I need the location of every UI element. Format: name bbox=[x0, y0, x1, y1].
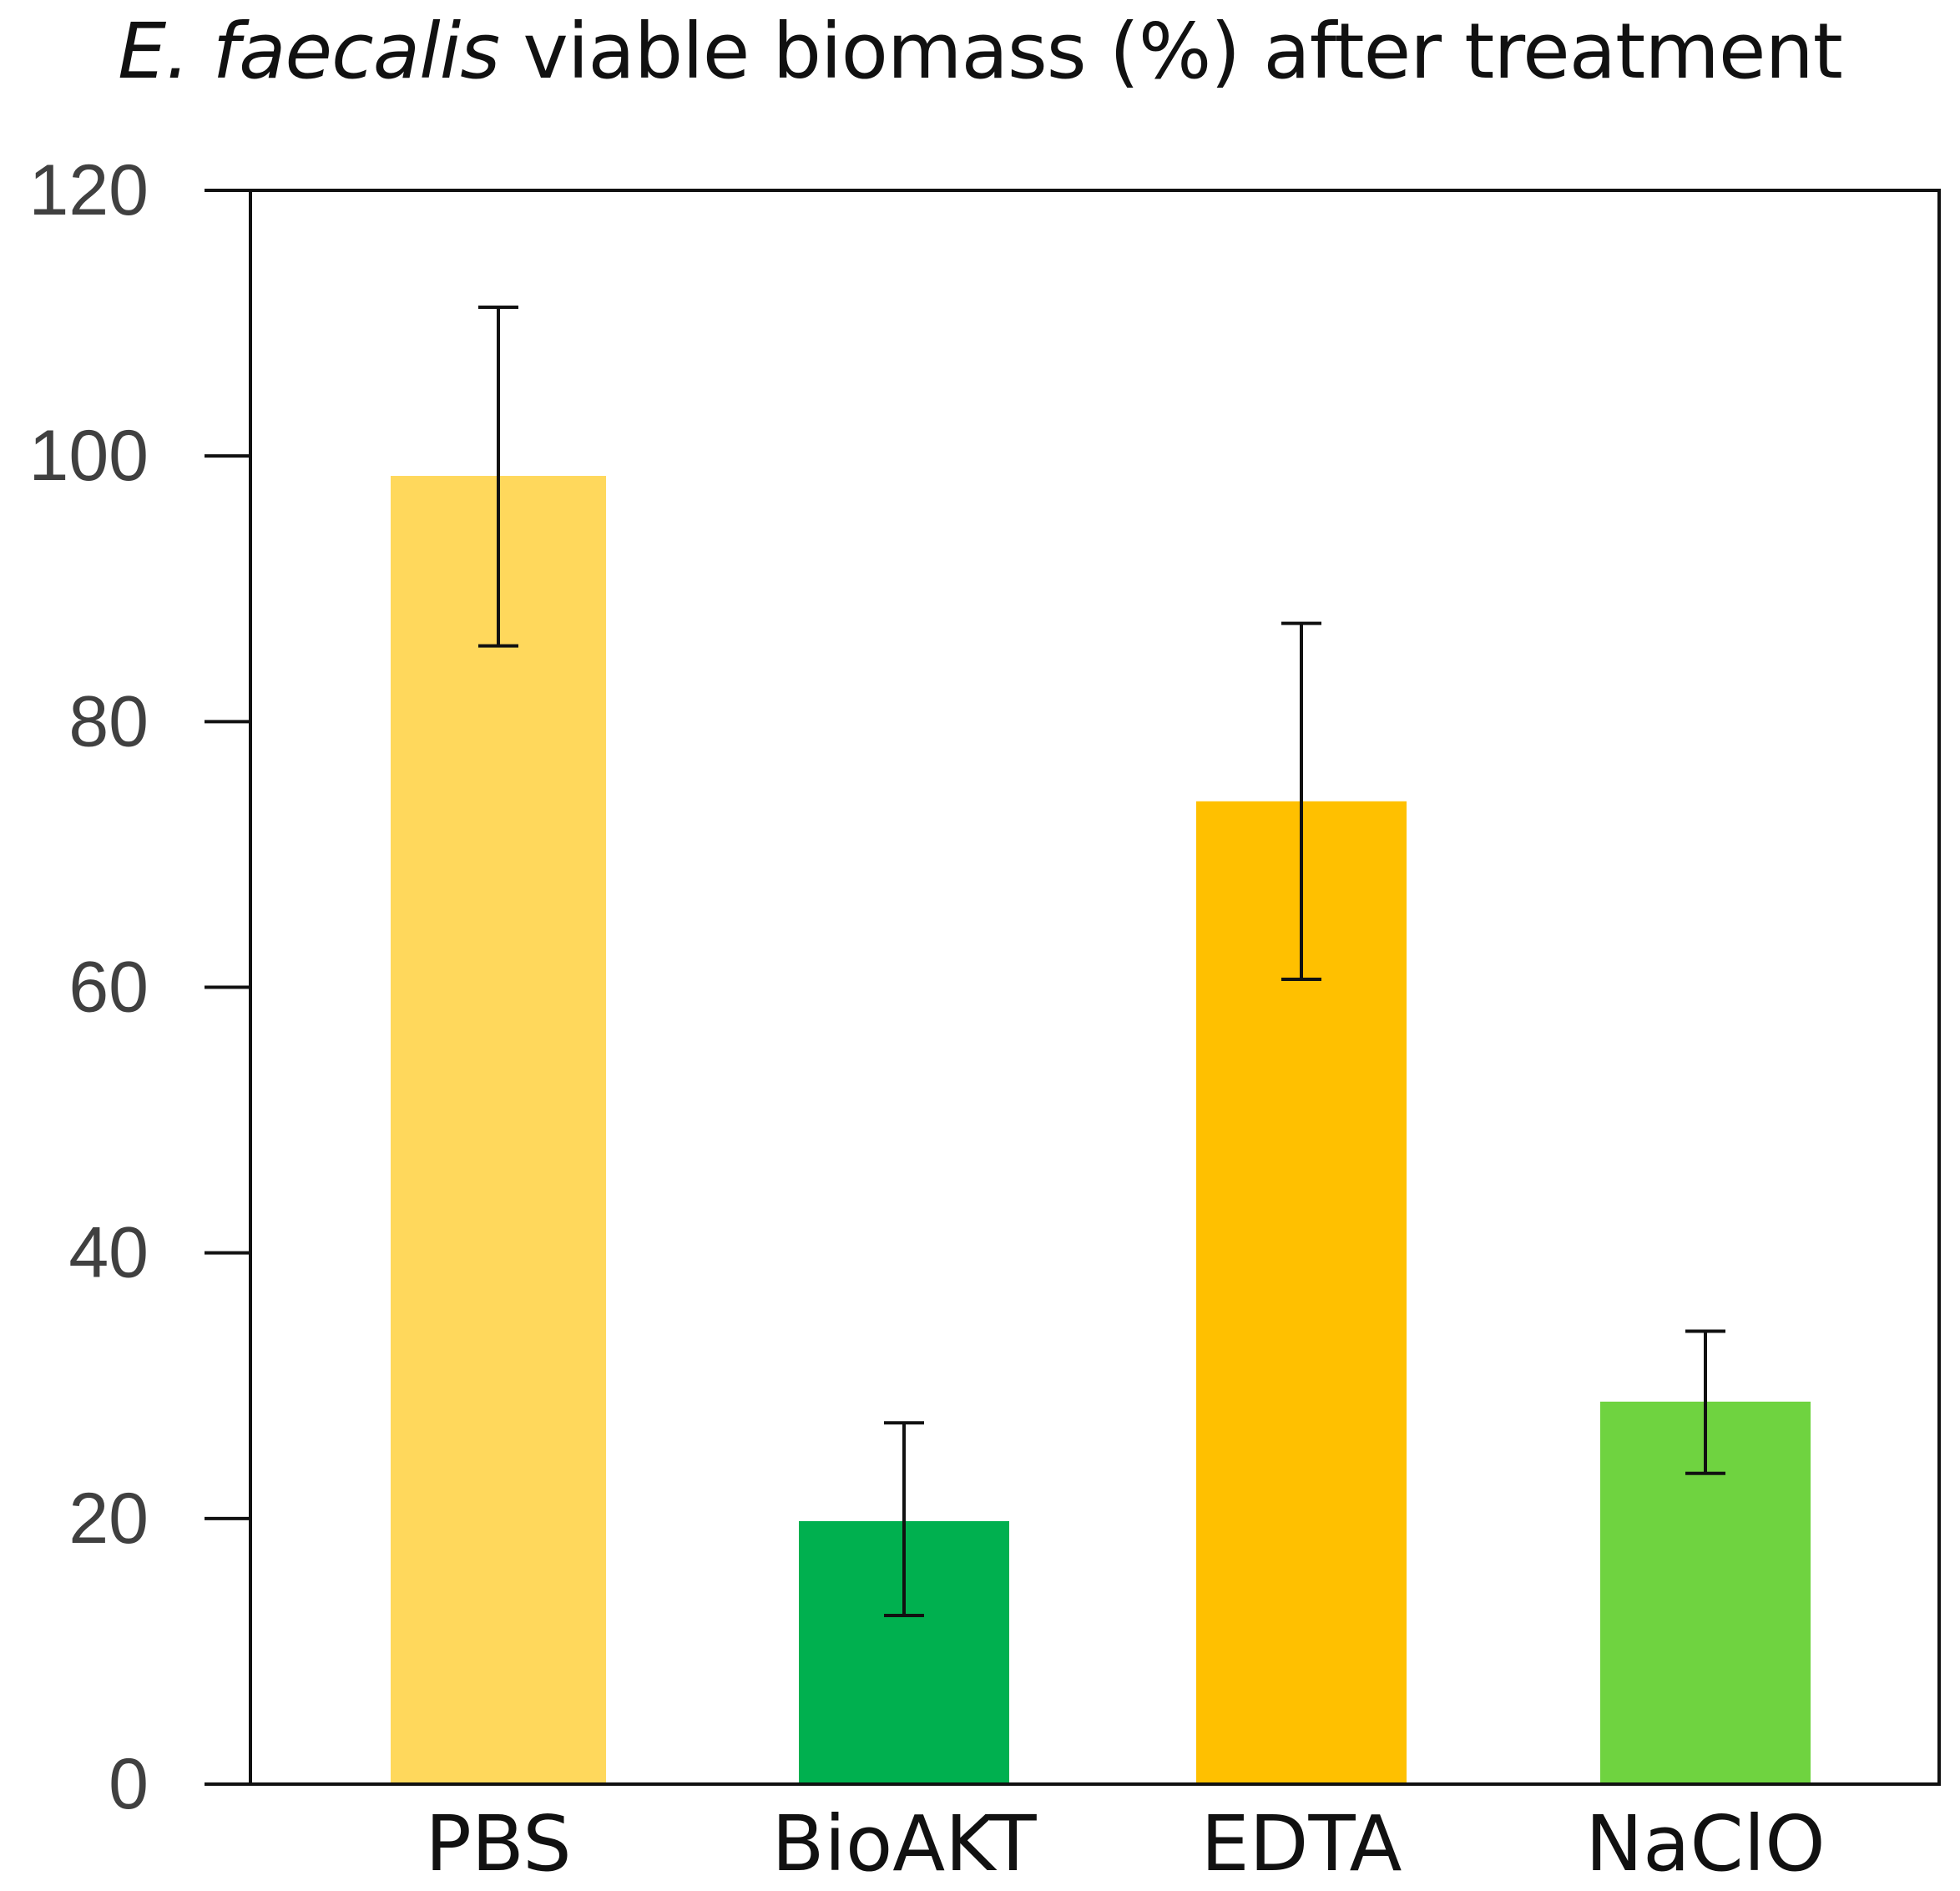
chart-title-text: viable biomass (%) after treatment bbox=[499, 7, 1842, 96]
bar-pbs bbox=[391, 476, 606, 1784]
y-tick-label-0: 0 bbox=[109, 1744, 149, 1824]
chart-title: E. faecalis viable biomass (%) after tre… bbox=[0, 7, 1960, 96]
x-tick-label-pbs: PBS bbox=[425, 1799, 571, 1888]
y-tick-label-120: 120 bbox=[29, 150, 149, 230]
y-tick-label-100: 100 bbox=[29, 416, 149, 496]
chart-title-species: E. faecalis bbox=[118, 7, 500, 96]
labels-layer: 0 20 40 60 80 100 120 PBS BioAKT EDTA NaClO bbox=[29, 150, 1826, 1888]
y-tick-label-60: 60 bbox=[68, 948, 149, 1028]
axes-layer bbox=[205, 189, 1941, 1786]
x-tick-label-edta: EDTA bbox=[1201, 1799, 1402, 1888]
y-tick-label-20: 20 bbox=[68, 1479, 149, 1559]
bars-layer bbox=[391, 476, 1811, 1784]
x-tick-label-naclo: NaClO bbox=[1585, 1799, 1825, 1888]
y-tick-label-80: 80 bbox=[68, 681, 149, 761]
x-tick-label-bioakt: BioAKT bbox=[771, 1799, 1037, 1888]
y-tick-label-40: 40 bbox=[68, 1213, 149, 1293]
error-bars-layer bbox=[478, 305, 1725, 1617]
